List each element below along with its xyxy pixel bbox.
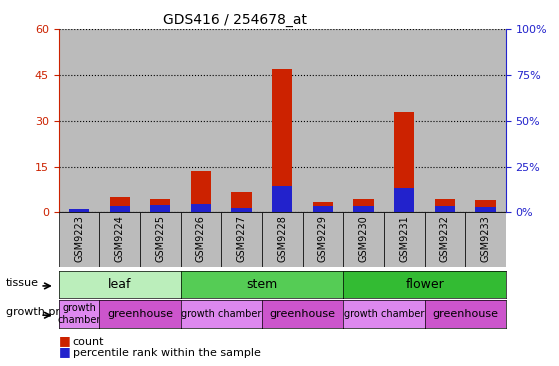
Bar	[353, 198, 374, 212]
Bar	[313, 202, 333, 212]
Bar	[231, 208, 252, 212]
Bar	[262, 29, 302, 212]
Text: leaf: leaf	[108, 278, 131, 291]
Text: GSM9225: GSM9225	[155, 215, 165, 262]
Bar	[100, 29, 140, 212]
FancyBboxPatch shape	[59, 212, 100, 267]
Text: GDS416 / 254678_at: GDS416 / 254678_at	[163, 13, 307, 27]
Text: growth
chamber: growth chamber	[58, 303, 101, 325]
Bar	[181, 29, 221, 212]
Bar	[394, 112, 414, 212]
Text: greenhouse: greenhouse	[269, 309, 335, 319]
Text: greenhouse: greenhouse	[432, 309, 498, 319]
Bar	[191, 204, 211, 212]
Bar	[110, 197, 130, 212]
FancyBboxPatch shape	[343, 212, 384, 267]
Bar	[475, 207, 496, 212]
Text: GSM9226: GSM9226	[196, 215, 206, 262]
FancyBboxPatch shape	[425, 212, 465, 267]
Bar	[313, 206, 333, 212]
Bar	[69, 209, 89, 212]
Bar	[231, 193, 252, 212]
Text: count: count	[73, 337, 104, 347]
Text: GSM9231: GSM9231	[399, 215, 409, 262]
Text: GSM9224: GSM9224	[115, 215, 125, 262]
FancyBboxPatch shape	[100, 212, 140, 267]
Text: greenhouse: greenhouse	[107, 309, 173, 319]
Text: ■: ■	[59, 334, 74, 347]
Text: GSM9228: GSM9228	[277, 215, 287, 262]
Text: GSM9229: GSM9229	[318, 215, 328, 262]
Bar	[191, 171, 211, 212]
Bar	[353, 206, 374, 212]
Bar	[435, 198, 455, 212]
Bar	[272, 69, 292, 212]
Text: GSM9223: GSM9223	[74, 215, 84, 262]
FancyBboxPatch shape	[140, 212, 181, 267]
Text: GSM9230: GSM9230	[359, 215, 368, 262]
Bar	[272, 186, 292, 212]
Text: growth protocol: growth protocol	[6, 307, 93, 317]
Bar	[150, 205, 170, 212]
Text: percentile rank within the sample: percentile rank within the sample	[73, 348, 260, 358]
Bar	[150, 198, 170, 212]
Text: growth chamber: growth chamber	[181, 309, 262, 319]
FancyBboxPatch shape	[262, 212, 302, 267]
Text: flower: flower	[405, 278, 444, 291]
Text: GSM9227: GSM9227	[236, 215, 247, 262]
Bar	[394, 188, 414, 212]
Bar	[221, 29, 262, 212]
FancyBboxPatch shape	[302, 212, 343, 267]
Text: growth chamber: growth chamber	[344, 309, 424, 319]
Bar	[435, 206, 455, 212]
Text: tissue: tissue	[6, 278, 39, 288]
Text: ■: ■	[59, 345, 74, 358]
FancyBboxPatch shape	[221, 212, 262, 267]
Bar	[384, 29, 425, 212]
Bar	[140, 29, 181, 212]
FancyBboxPatch shape	[384, 212, 425, 267]
Text: stem: stem	[247, 278, 278, 291]
FancyBboxPatch shape	[181, 212, 221, 267]
Bar	[59, 29, 100, 212]
Bar	[69, 209, 89, 212]
Text: GSM9232: GSM9232	[440, 215, 450, 262]
Bar	[110, 206, 130, 212]
Bar	[302, 29, 343, 212]
Text: GSM9233: GSM9233	[481, 215, 491, 262]
FancyBboxPatch shape	[465, 212, 506, 267]
Bar	[343, 29, 384, 212]
Bar	[465, 29, 506, 212]
Bar	[425, 29, 465, 212]
Bar	[475, 200, 496, 212]
